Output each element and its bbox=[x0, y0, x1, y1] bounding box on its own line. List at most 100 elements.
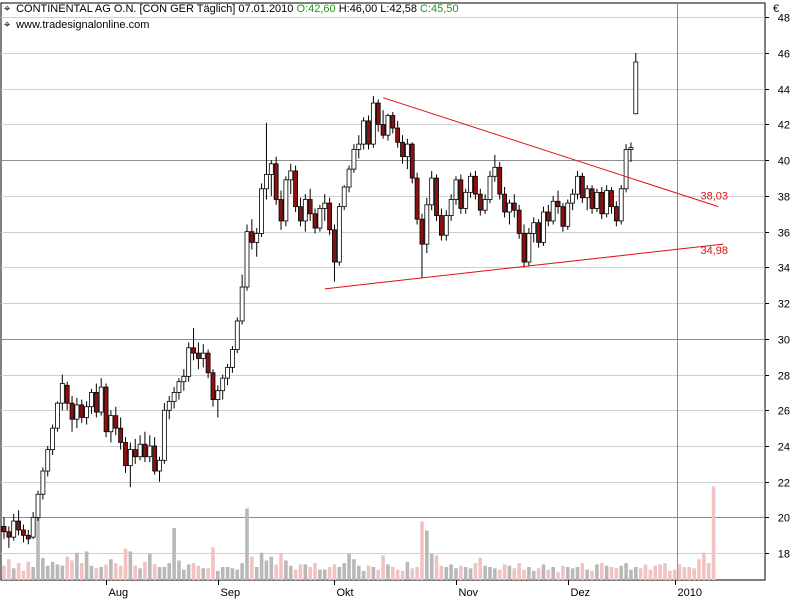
volume-bar bbox=[84, 551, 89, 580]
candle-body bbox=[541, 211, 546, 243]
candle-body bbox=[220, 377, 226, 392]
volume-bar bbox=[356, 565, 361, 580]
trendline bbox=[382, 97, 719, 208]
candle-body bbox=[64, 384, 70, 404]
candle-body bbox=[288, 170, 294, 181]
volume-bar bbox=[429, 554, 434, 580]
volume-bar bbox=[449, 564, 453, 580]
volume-bar bbox=[352, 559, 356, 580]
volume-bar bbox=[313, 563, 317, 580]
volume-bar bbox=[50, 561, 55, 580]
candle-body bbox=[361, 120, 367, 145]
volume-bar bbox=[697, 559, 701, 580]
candle-body bbox=[584, 188, 590, 199]
volume-bar bbox=[405, 561, 410, 580]
candle-body bbox=[108, 415, 114, 433]
volume-bar bbox=[220, 567, 225, 580]
candle-body bbox=[487, 175, 493, 200]
candle-body bbox=[536, 222, 541, 243]
candle-body bbox=[623, 149, 629, 190]
candle-body bbox=[346, 168, 352, 188]
candle-body bbox=[225, 367, 230, 379]
volume-bar bbox=[269, 556, 274, 580]
x-tick-label: Okt bbox=[337, 587, 354, 599]
volume-bar bbox=[468, 568, 473, 580]
volume-bar bbox=[65, 556, 69, 580]
volume-bar bbox=[517, 563, 521, 580]
trendline-label: 34,98 bbox=[700, 245, 728, 257]
candle-body bbox=[351, 149, 357, 170]
candle-body bbox=[191, 347, 196, 354]
candle-body bbox=[234, 320, 240, 350]
candle-body bbox=[497, 166, 503, 195]
volume-bar bbox=[172, 528, 176, 580]
volume-bar bbox=[109, 559, 113, 580]
candle-body bbox=[40, 470, 46, 495]
volume-bar bbox=[284, 560, 288, 580]
volume-bar bbox=[31, 567, 35, 580]
candle-body bbox=[327, 202, 333, 231]
candle-body bbox=[50, 427, 55, 450]
volume-bar bbox=[148, 554, 152, 580]
candle-body bbox=[550, 200, 556, 222]
volume-bar bbox=[629, 569, 633, 580]
volume-bar bbox=[235, 569, 240, 580]
volume-bar bbox=[201, 568, 206, 580]
candle-body bbox=[414, 177, 420, 220]
candle-body bbox=[633, 61, 639, 115]
volume-bar bbox=[196, 565, 201, 580]
candle-body bbox=[137, 443, 143, 458]
volume-bar bbox=[279, 554, 283, 580]
candle-body bbox=[302, 199, 308, 222]
volume-bar bbox=[216, 570, 220, 580]
volume-bar bbox=[624, 563, 628, 580]
candle-body bbox=[25, 534, 31, 540]
volume-bar bbox=[682, 567, 687, 580]
candle-body bbox=[239, 286, 245, 322]
volume-bar bbox=[463, 567, 468, 580]
volume-bar bbox=[41, 557, 45, 580]
y-tick-label: 44 bbox=[778, 85, 790, 97]
volume-bar bbox=[347, 554, 351, 580]
volume-bar bbox=[425, 530, 429, 580]
candle-body bbox=[502, 193, 507, 213]
candle-body bbox=[438, 215, 444, 236]
volume-bar bbox=[522, 569, 526, 580]
volume-bar bbox=[599, 563, 604, 580]
bar-date: 07.01.2010 bbox=[238, 3, 294, 15]
candle-body bbox=[278, 199, 284, 222]
x-tick-label: Nov bbox=[459, 587, 479, 599]
candle-body bbox=[147, 445, 153, 458]
y-tick-label: 46 bbox=[778, 49, 790, 61]
candle-body bbox=[375, 102, 381, 125]
candle-body bbox=[628, 147, 634, 150]
volume-bar bbox=[551, 567, 555, 580]
candle-body bbox=[6, 531, 12, 538]
volume-bar bbox=[609, 567, 614, 580]
x-tick-label: Sep bbox=[221, 587, 241, 599]
volume-bar bbox=[259, 552, 264, 580]
volume-bar bbox=[2, 565, 6, 580]
volume-bar bbox=[391, 567, 395, 580]
volume-bar bbox=[230, 568, 235, 580]
volume-bar bbox=[60, 565, 65, 580]
volume-bar bbox=[191, 563, 196, 580]
source-url: www.tradesignalonline.com bbox=[16, 19, 150, 31]
candle-body bbox=[526, 233, 532, 263]
y-tick-label: 30 bbox=[778, 335, 790, 347]
y-tick-label: 34 bbox=[778, 263, 790, 275]
candle-body bbox=[380, 124, 386, 136]
candle-body bbox=[521, 233, 527, 263]
volume-bar bbox=[376, 569, 381, 580]
candle-body bbox=[482, 199, 488, 211]
volume-bar bbox=[643, 564, 648, 580]
volume-bar bbox=[322, 569, 327, 580]
volume-bar bbox=[648, 569, 653, 580]
volume-bar bbox=[293, 569, 298, 580]
volume-bar bbox=[298, 564, 303, 580]
volume-bar bbox=[361, 570, 366, 580]
volume-bar bbox=[702, 552, 706, 580]
volume-bar bbox=[79, 563, 84, 580]
volume-bar bbox=[371, 567, 376, 580]
